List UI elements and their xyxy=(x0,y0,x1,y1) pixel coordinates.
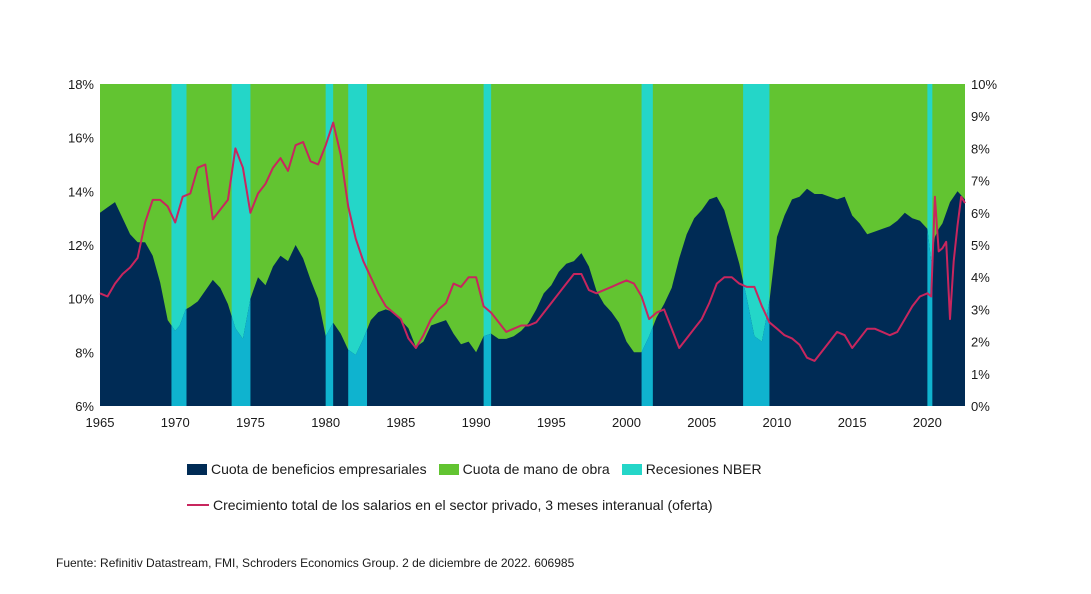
source-note: Fuente: Refinitiv Datastream, FMI, Schro… xyxy=(56,556,575,570)
wage-growth-path xyxy=(99,121,966,362)
right-tick-label: 1% xyxy=(971,367,990,382)
right-tick-label: 8% xyxy=(971,141,990,156)
recession-band-7 xyxy=(927,84,933,406)
left-tick-label: 16% xyxy=(68,131,94,146)
left-tick-label: 6% xyxy=(75,399,94,414)
legend-swatch-recession xyxy=(621,463,642,475)
x-tick-label: 1995 xyxy=(537,415,566,430)
x-tick-label: 2000 xyxy=(612,415,641,430)
legend-row-1: Cuota de beneficios empresariales Cuota … xyxy=(187,461,762,477)
legend-label-wage: Crecimiento total de los salarios en el … xyxy=(213,497,713,513)
recession-band-5 xyxy=(641,84,653,406)
legend-row-2: Crecimiento total de los salarios en el … xyxy=(187,497,713,513)
legend-label-labour: Cuota de mano de obra xyxy=(462,461,610,477)
x-tick-label: 1965 xyxy=(86,415,115,430)
left-axis: 6% 8% 10% 12% 14% 16% 18% xyxy=(68,77,94,414)
right-tick-label: 6% xyxy=(971,206,990,221)
legend-swatch-labour xyxy=(438,463,459,475)
x-tick-label: 2010 xyxy=(762,415,791,430)
right-tick-label: 9% xyxy=(971,109,990,124)
left-tick-label: 14% xyxy=(68,184,94,199)
x-tick-label: 2015 xyxy=(838,415,867,430)
legend-label-recession: Recesiones NBER xyxy=(645,461,762,477)
recession-band-4 xyxy=(483,84,492,406)
x-tick-label: 1990 xyxy=(462,415,491,430)
left-tick-label: 12% xyxy=(68,238,94,253)
x-tick-label: 1980 xyxy=(311,415,340,430)
left-tick-label: 10% xyxy=(68,292,94,307)
chart: 6% 8% 10% 12% 14% 16% 18% 0% 1% 2% 3% 4% 5% 6% 7% 8% 9%… xyxy=(68,77,997,430)
x-tick-label: 1985 xyxy=(386,415,415,430)
x-tick-label: 2005 xyxy=(687,415,716,430)
right-tick-label: 3% xyxy=(971,302,990,317)
right-tick-label: 0% xyxy=(971,399,990,414)
legend-label-profit: Cuota de beneficios empresariales xyxy=(211,461,427,477)
right-tick-label: 5% xyxy=(971,238,990,253)
left-tick-label: 8% xyxy=(75,345,94,360)
x-tick-label: 1975 xyxy=(236,415,265,430)
right-tick-label: 2% xyxy=(971,335,990,350)
wage-growth-line xyxy=(99,121,966,362)
legend-swatch-wage xyxy=(187,504,209,506)
recession-overlap-7 xyxy=(927,188,933,406)
left-tick-label: 18% xyxy=(68,77,94,92)
x-tick-label: 2020 xyxy=(913,415,942,430)
right-tick-label: 7% xyxy=(971,174,990,189)
right-tick-label: 10% xyxy=(971,77,997,92)
recession-band-2 xyxy=(325,84,334,406)
x-axis: 1965 1970 1975 1980 1985 1990 1995 2000 2005 2010… xyxy=(86,415,942,430)
right-axis: 0% 1% 2% 3% 4% 5% 6% 7% 8% 9% 10% xyxy=(971,77,997,414)
x-tick-label: 1970 xyxy=(161,415,190,430)
right-tick-label: 4% xyxy=(971,270,990,285)
legend-swatch-profit xyxy=(187,463,207,475)
